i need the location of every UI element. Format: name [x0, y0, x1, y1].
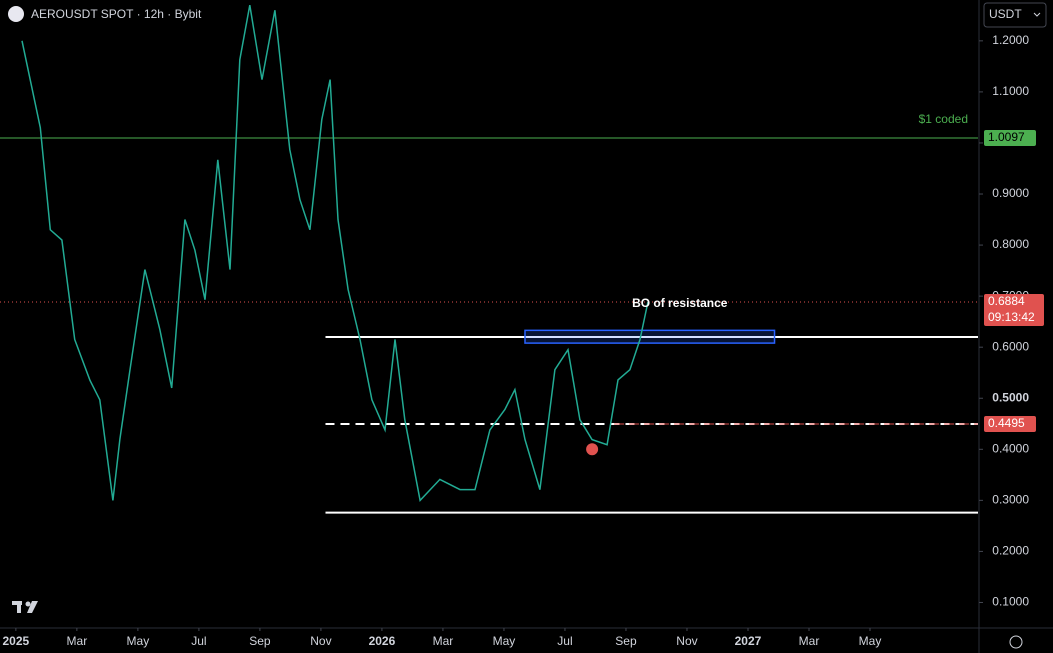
x-tick-label: Mar [799, 634, 820, 648]
x-tick-label: Sep [249, 634, 271, 648]
price-line [21, 4, 649, 502]
last-price-box [984, 294, 1044, 327]
tradingview-logo [12, 601, 38, 613]
y-tick-label: 0.8000 [992, 237, 1029, 251]
y-tick-label: 0.3000 [992, 493, 1029, 507]
y-tick-label: 1.1000 [992, 84, 1029, 98]
x-tick-label: Jul [191, 634, 206, 648]
plot [0, 4, 978, 514]
x-tick-label: May [493, 634, 516, 648]
last-price-label: 0.6884 [988, 294, 1025, 308]
currency-label[interactable]: USDT [989, 7, 1022, 21]
y-tick-label: 0.1000 [992, 595, 1029, 609]
target-price-label: 1.0097 [988, 130, 1025, 144]
y-tick-label: 0.4000 [992, 441, 1029, 455]
y-tick-label: 0.2000 [992, 544, 1029, 558]
y-tick-label: 0.5000 [992, 390, 1029, 404]
x-tick-label: Nov [676, 634, 697, 648]
x-tick-label: Mar [67, 634, 88, 648]
settings-icon[interactable] [1009, 635, 1023, 649]
y-tick-label: 0.6000 [992, 339, 1029, 353]
target-price-box [984, 130, 1036, 147]
breakout-box [524, 329, 776, 344]
x-tick-label: May [127, 634, 150, 648]
x-tick-label: Mar [433, 634, 454, 648]
x-tick-label: Jul [557, 634, 572, 648]
currency-dropdown[interactable] [983, 2, 1047, 28]
x-tick-label: 2025 [3, 634, 30, 648]
entry-marker [586, 443, 599, 456]
symbol-icon [8, 6, 24, 22]
chart-title: AEROUSDT SPOT · 12h · Bybit [31, 7, 202, 21]
x-tick-label: 2027 [735, 634, 762, 648]
x-tick-label: 2026 [369, 634, 396, 648]
level-price-box [984, 416, 1036, 433]
level-price-label: 0.4495 [988, 416, 1025, 430]
x-tick-label: Sep [615, 634, 637, 648]
dropdown-caret [1033, 12, 1041, 17]
breakout-annotation: BO of resistance [632, 296, 728, 310]
countdown-label: 09:13:42 [988, 310, 1035, 324]
target-annotation: $1 coded [919, 112, 968, 126]
y-tick-label: 1.2000 [992, 33, 1029, 47]
x-tick-label: May [859, 634, 882, 648]
y-tick-label: 0.9000 [992, 186, 1029, 200]
x-tick-label: Nov [310, 634, 331, 648]
